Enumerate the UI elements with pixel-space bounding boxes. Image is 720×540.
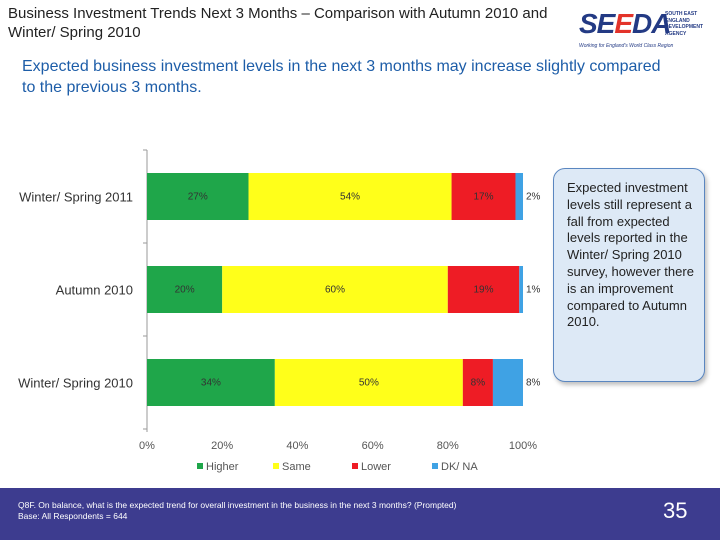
data-label: 50%: [359, 378, 379, 389]
page-number: 35: [663, 498, 688, 523]
category-label: Autumn 2010: [56, 283, 133, 298]
legend-swatch: [352, 463, 358, 469]
x-tick-label: 20%: [211, 440, 233, 452]
bar-segment-dk-na: [515, 173, 523, 220]
legend-label: Higher: [206, 461, 239, 473]
legend-swatch: [197, 463, 203, 469]
data-label: 2%: [526, 192, 541, 203]
legend-swatch: [273, 463, 279, 469]
slide-title: Business Investment Trends Next 3 Months…: [8, 5, 548, 41]
legend-swatch: [432, 463, 438, 469]
bar-segment-lower: [462, 359, 493, 406]
bar-segment-higher: [147, 173, 249, 220]
callout-box: Expected investment levels still represe…: [553, 168, 705, 382]
data-label: 27%: [188, 192, 208, 203]
bar-segment-same: [274, 359, 463, 406]
data-label: 20%: [175, 285, 195, 296]
x-tick-label: 0%: [139, 440, 155, 452]
legend-label: Lower: [361, 461, 391, 473]
logo-tagline: Working for England's World Class Region: [579, 43, 674, 49]
x-tick-label: 60%: [362, 440, 384, 452]
logo-agency-name: SOUTH EAST ENGLAND DEVELOPMENT AGENCY: [665, 11, 704, 37]
stacked-bar-chart: Winter/ Spring 2011 27% 54% 17% 2% Autumn 201…: [18, 149, 541, 473]
footer-question: Q8F. On balance, what is the expected tr…: [18, 500, 456, 522]
logo-wordmark: SEEDA: [579, 8, 672, 39]
data-label: 8%: [471, 378, 486, 389]
bar-segment-lower: [447, 266, 520, 313]
category-label: Winter/ Spring 2010: [18, 376, 133, 391]
footer-question-text: Q8F. On balance, what is the expected tr…: [18, 500, 457, 510]
x-tick-label: 100%: [509, 440, 537, 452]
footer-base-text: Base: All Respondents = 644: [18, 511, 128, 521]
footer-bar: Q8F. On balance, what is the expected tr…: [0, 488, 720, 540]
callout-text: Expected investment levels still represe…: [567, 180, 694, 330]
bar-segment-same: [222, 266, 448, 313]
slide-subtitle: Expected business investment levels in t…: [22, 58, 661, 96]
data-label: 19%: [474, 285, 494, 296]
data-label: 54%: [340, 192, 360, 203]
bar-segment-same: [248, 173, 452, 220]
data-label: 34%: [201, 378, 221, 389]
data-label: 8%: [526, 378, 541, 389]
data-label: 1%: [526, 285, 541, 296]
category-label: Winter/ Spring 2011: [19, 190, 133, 205]
bar-segment-dk-na: [519, 266, 523, 313]
bar-segment-higher: [147, 266, 223, 313]
bar-segment-higher: [147, 359, 275, 406]
bar-segment-dk-na: [492, 359, 523, 406]
x-tick-label: 80%: [437, 440, 459, 452]
data-label: 17%: [474, 192, 494, 203]
legend-label: DK/ NA: [441, 461, 478, 473]
x-tick-label: 40%: [286, 440, 308, 452]
data-label: 60%: [325, 285, 345, 296]
legend-label: Same: [282, 461, 311, 473]
seeda-logo: SEEDA SOUTH EAST ENGLAND DEVELOPMENT AGE…: [575, 8, 715, 52]
bar-segment-lower: [451, 173, 516, 220]
